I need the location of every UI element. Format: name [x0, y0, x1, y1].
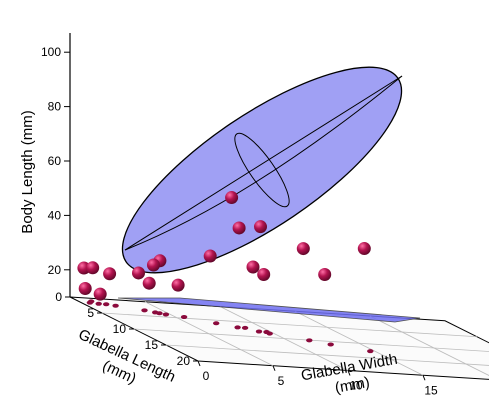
- data-point: [257, 268, 271, 282]
- y-tick-label: 15: [145, 338, 159, 352]
- data-point: [142, 276, 156, 290]
- data-point: [357, 242, 371, 256]
- x-tick-label: 0: [203, 369, 210, 383]
- floor-point: [162, 312, 170, 317]
- data-point: [103, 267, 117, 281]
- floor-grid-line: [133, 328, 489, 352]
- z-tick-label: 80: [48, 100, 62, 114]
- floor-point: [102, 302, 110, 307]
- floor-point: [241, 325, 249, 330]
- data-point: [232, 221, 246, 235]
- floor-point: [255, 329, 263, 334]
- data-point: [254, 220, 267, 234]
- x-tick-label: 5: [278, 374, 285, 388]
- data-point: [132, 266, 145, 280]
- floor-grid-line: [165, 344, 489, 366]
- floor-ellipse-projection: [117, 297, 421, 323]
- y-tick-label: 20: [177, 354, 191, 368]
- x-tick-mark: [197, 360, 201, 367]
- x-tick-label: 15: [424, 383, 438, 397]
- data-point: [246, 260, 260, 274]
- x-tick-label: 10: [349, 379, 363, 393]
- data-point: [171, 278, 185, 292]
- floor-point: [367, 349, 374, 354]
- x-axis-label-line2: (mm): [334, 374, 371, 397]
- y-tick-label: 10: [113, 322, 127, 336]
- z-tick-label: 60: [48, 154, 62, 168]
- y-tick-label: 5: [87, 306, 94, 320]
- z-tick-label: 40: [48, 208, 62, 222]
- y-axis-ticks: 0 5 10 15 20: [55, 290, 198, 368]
- floor-point: [306, 338, 313, 343]
- floor-point: [95, 301, 102, 306]
- floor-grid-line: [101, 312, 478, 338]
- floor-point: [141, 308, 148, 313]
- x-tick-mark: [347, 370, 351, 376]
- floor-projected-points: [86, 299, 374, 354]
- z-tick-label: 100: [41, 45, 61, 59]
- y-tick-label: 0: [55, 290, 62, 304]
- z-axis-label: Body Length (mm): [19, 110, 36, 233]
- data-point: [146, 258, 160, 272]
- confidence-ellipsoid: [121, 66, 403, 274]
- floor-point: [112, 303, 119, 308]
- floor-point: [266, 331, 273, 336]
- z-axis: 20 40 60 80 100: [41, 33, 71, 297]
- z-tick-label: 20: [48, 263, 62, 277]
- floor-point: [234, 325, 241, 330]
- x-tick-mark: [272, 365, 276, 371]
- data-point: [203, 249, 217, 263]
- floor-point: [156, 311, 163, 316]
- x-tick-mark: [422, 375, 426, 381]
- data-point: [296, 242, 310, 256]
- floor-point: [88, 299, 95, 304]
- data-point: [86, 261, 100, 275]
- data-points: [77, 191, 371, 301]
- data-point: [78, 281, 92, 295]
- data-point: [225, 191, 239, 205]
- floor-point: [213, 321, 220, 326]
- data-point: [318, 267, 332, 281]
- floor-point: [327, 342, 334, 347]
- x-axis-ticks: 0510152025: [197, 360, 438, 397]
- floor-point: [180, 315, 188, 320]
- data-point: [93, 287, 107, 301]
